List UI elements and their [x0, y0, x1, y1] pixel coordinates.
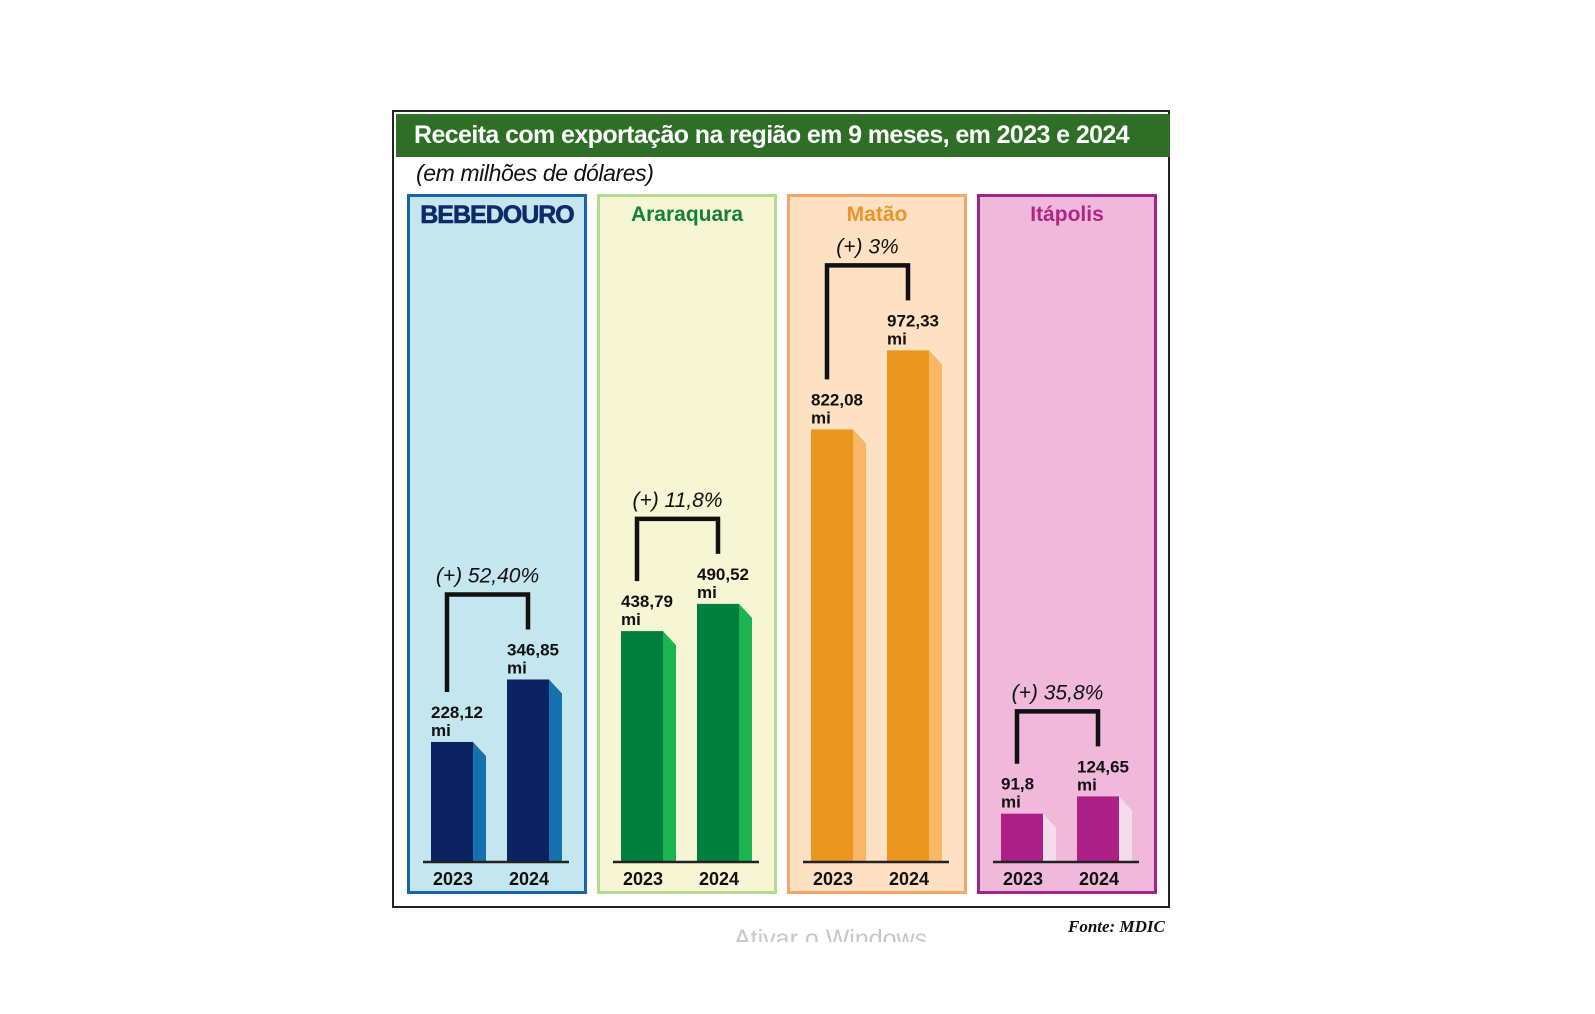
source-note: Fonte: MDIC — [1068, 917, 1165, 936]
bar-side-araraquara-2024 — [739, 603, 752, 862]
windows-activation-watermark: Ativar o Windows — [734, 925, 928, 942]
chart-title: Receita com exportação na região em 9 me… — [396, 114, 1170, 157]
value-label-bebedouro-2023: 228,12 — [431, 703, 483, 722]
growth-bracket-itapolis — [1014, 709, 1101, 764]
panel-title-araraquara: Araraquara — [630, 203, 744, 226]
growth-bracket-matao — [824, 263, 911, 380]
panel-title-itapolis: Itápolis — [1030, 203, 1104, 226]
value-label-itapolis-2023: 91,8 — [1001, 775, 1034, 794]
growth-label-bebedouro: (+) 52,40% — [436, 564, 539, 587]
value-unit-matao-2024: mi — [887, 329, 907, 348]
bar-itapolis-2024 — [1077, 796, 1119, 862]
year-label-itapolis-2023: 2023 — [1003, 869, 1043, 889]
growth-bracket-bebedouro — [444, 592, 531, 692]
year-label-itapolis-2024: 2024 — [1079, 869, 1119, 889]
chart-subtitle: (em milhões de dólares) — [416, 160, 654, 186]
bar-side-matao-2024 — [929, 350, 942, 862]
panel-itapolis: Itápolis — [977, 194, 1157, 894]
year-label-araraquara-2024: 2024 — [699, 869, 739, 889]
bar-side-bebedouro-2024 — [549, 679, 562, 862]
bar-bebedouro-2023 — [431, 741, 473, 862]
bar-itapolis-2023 — [1001, 813, 1043, 862]
bar-matao-2024 — [887, 350, 929, 862]
bar-side-bebedouro-2023 — [473, 741, 486, 862]
value-unit-matao-2023: mi — [811, 408, 831, 427]
panel-title-bebedouro: BEBEDOURO — [420, 201, 575, 230]
value-unit-bebedouro-2024: mi — [507, 658, 527, 677]
bar-bebedouro-2024 — [507, 679, 549, 862]
growth-label-itapolis: (+) 35,8% — [1012, 681, 1104, 704]
bar-side-itapolis-2024 — [1119, 796, 1132, 862]
bar-araraquara-2024 — [697, 603, 739, 862]
value-label-bebedouro-2024: 346,85 — [507, 640, 559, 659]
bar-side-matao-2023 — [853, 429, 866, 862]
bar-matao-2023 — [811, 429, 853, 862]
value-label-araraquara-2023: 438,79 — [621, 592, 673, 611]
growth-label-matao: (+) 3% — [836, 235, 898, 258]
value-unit-itapolis-2023: mi — [1001, 793, 1021, 812]
panel-title-matao: Matão — [846, 203, 908, 226]
value-unit-bebedouro-2023: mi — [431, 721, 451, 740]
bar-side-araraquara-2023 — [663, 631, 676, 862]
year-label-matao-2024: 2024 — [889, 869, 929, 889]
value-label-araraquara-2024: 490,52 — [697, 565, 749, 584]
value-unit-araraquara-2023: mi — [621, 610, 641, 629]
value-label-matao-2024: 972,33 — [887, 311, 939, 330]
growth-label-araraquara: (+) 11,8% — [632, 489, 722, 512]
year-label-araraquara-2023: 2023 — [623, 869, 663, 889]
growth-bracket-araraquara — [634, 516, 721, 582]
value-label-itapolis-2024: 124,65 — [1077, 757, 1129, 776]
bar-side-itapolis-2023 — [1043, 813, 1056, 862]
value-unit-araraquara-2024: mi — [697, 583, 717, 602]
value-unit-itapolis-2024: mi — [1077, 775, 1097, 794]
year-label-bebedouro-2024: 2024 — [509, 869, 549, 889]
year-label-matao-2023: 2023 — [813, 869, 853, 889]
year-label-bebedouro-2023: 2023 — [433, 869, 473, 889]
bar-araraquara-2023 — [621, 631, 663, 862]
value-label-matao-2023: 822,08 — [811, 390, 863, 409]
